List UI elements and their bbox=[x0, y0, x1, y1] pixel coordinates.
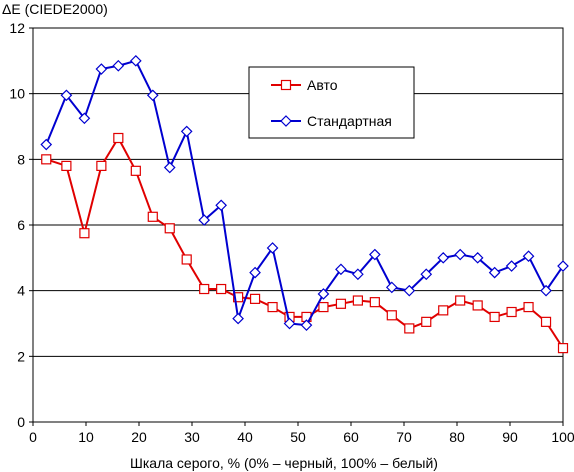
data-point bbox=[386, 310, 397, 321]
legend: Авто Стандартная bbox=[248, 66, 415, 139]
data-point bbox=[233, 292, 244, 303]
data-point bbox=[335, 298, 347, 309]
data-point bbox=[163, 161, 176, 174]
plot-border bbox=[32, 27, 564, 423]
data-point bbox=[420, 268, 433, 281]
data-point bbox=[283, 317, 296, 330]
data-point bbox=[403, 284, 416, 297]
data-point bbox=[437, 251, 450, 264]
data-point bbox=[130, 165, 141, 176]
data-point bbox=[60, 89, 73, 102]
data-point bbox=[352, 295, 363, 306]
data-point bbox=[113, 132, 124, 144]
series-layer bbox=[40, 54, 569, 354]
data-point bbox=[215, 199, 227, 212]
legend-item: Стандартная bbox=[271, 113, 392, 129]
data-point bbox=[523, 301, 534, 313]
data-point bbox=[147, 211, 158, 222]
data-point bbox=[78, 112, 91, 125]
data-point bbox=[198, 214, 211, 226]
data-point bbox=[369, 248, 381, 261]
data-point bbox=[471, 251, 484, 264]
data-point bbox=[249, 266, 261, 279]
data-point bbox=[129, 54, 142, 67]
y-tick-labels: 0 2 4 6 8 10 12 bbox=[9, 20, 25, 430]
data-point bbox=[181, 254, 192, 265]
x-tick-label: 50 bbox=[290, 429, 306, 445]
y-tick-label: 0 bbox=[17, 414, 25, 430]
data-point bbox=[335, 263, 347, 276]
data-point bbox=[540, 316, 552, 327]
legend-marker bbox=[280, 79, 292, 91]
y-tick-label: 8 bbox=[17, 151, 25, 167]
y-tick-label: 4 bbox=[17, 283, 25, 299]
data-point bbox=[352, 268, 364, 281]
data-point bbox=[95, 63, 108, 75]
legend-marker bbox=[280, 115, 292, 127]
x-tick-label: 10 bbox=[78, 429, 94, 445]
legend-label: Авто bbox=[307, 77, 338, 93]
x-tick-label: 60 bbox=[343, 429, 359, 445]
data-point bbox=[369, 297, 380, 308]
series-1 bbox=[41, 132, 569, 354]
y-tick-label: 2 bbox=[17, 348, 25, 364]
data-point bbox=[96, 160, 107, 171]
data-point bbox=[506, 306, 517, 318]
y-tick-label: 12 bbox=[9, 20, 25, 36]
data-point bbox=[385, 281, 398, 294]
axes bbox=[29, 27, 564, 426]
data-point bbox=[267, 301, 278, 313]
legend-item: Авто bbox=[271, 77, 338, 93]
data-point bbox=[146, 89, 159, 102]
data-point bbox=[557, 260, 569, 272]
data-point bbox=[112, 59, 125, 72]
data-point bbox=[421, 316, 432, 327]
legend-label: Стандартная bbox=[307, 113, 392, 129]
data-point bbox=[317, 288, 330, 300]
data-point bbox=[455, 295, 466, 306]
y-tick-label: 6 bbox=[17, 217, 25, 233]
data-point bbox=[472, 300, 483, 311]
x-tick-label: 100 bbox=[551, 429, 574, 445]
legend-items: Авто Стандартная bbox=[271, 77, 392, 129]
series-2 bbox=[40, 54, 569, 331]
data-point bbox=[438, 305, 449, 316]
data-point bbox=[164, 223, 175, 234]
data-point bbox=[266, 242, 279, 254]
data-point bbox=[505, 260, 518, 272]
legend-box bbox=[248, 66, 415, 139]
data-point bbox=[232, 312, 244, 325]
x-tick-label: 40 bbox=[237, 429, 253, 445]
data-point bbox=[557, 343, 569, 354]
data-point bbox=[404, 323, 415, 334]
y-axis-title: ΔE (CIEDE2000) bbox=[2, 1, 108, 17]
data-point bbox=[180, 125, 193, 138]
data-point bbox=[61, 160, 72, 171]
x-tick-label: 30 bbox=[184, 429, 200, 445]
x-axis-title: Шкала серого, % (0% – черный, 100% – бел… bbox=[130, 455, 438, 471]
data-point bbox=[216, 283, 227, 295]
x-tick-label: 20 bbox=[131, 429, 147, 445]
y-tick-label: 10 bbox=[9, 86, 25, 102]
x-tick-labels: 0 10 20 30 40 50 60 70 80 90 100 bbox=[29, 429, 574, 445]
data-point bbox=[454, 248, 467, 261]
data-point bbox=[249, 293, 261, 304]
x-tick-label: 90 bbox=[502, 429, 518, 445]
data-point bbox=[79, 228, 90, 239]
x-tick-label: 80 bbox=[449, 429, 465, 445]
data-point bbox=[318, 301, 329, 313]
data-point bbox=[41, 154, 52, 165]
data-point bbox=[540, 284, 552, 297]
x-tick-label: 0 bbox=[29, 429, 37, 445]
data-point bbox=[40, 138, 53, 151]
data-point bbox=[300, 319, 313, 331]
x-tick-label: 70 bbox=[396, 429, 412, 445]
data-point bbox=[199, 283, 210, 295]
data-point bbox=[489, 311, 500, 323]
data-point bbox=[488, 266, 501, 279]
data-point bbox=[522, 250, 535, 263]
